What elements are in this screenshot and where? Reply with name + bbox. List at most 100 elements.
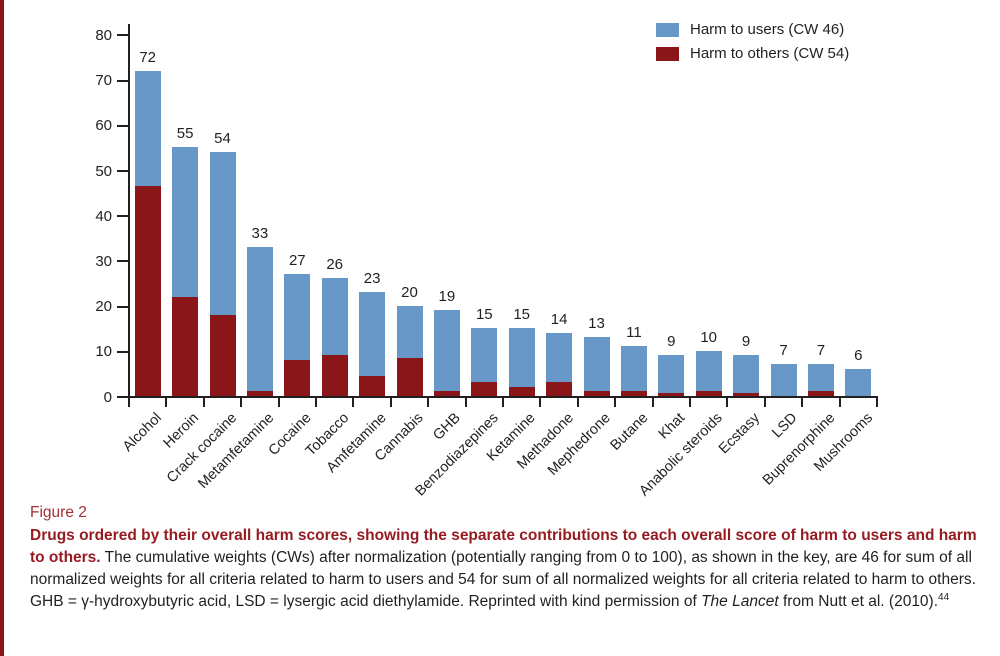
y-axis-tick: [117, 350, 128, 353]
y-axis-tick: [117, 215, 128, 218]
x-axis-tick: [277, 398, 280, 407]
x-axis-tick: [726, 398, 729, 407]
y-axis-tick: [117, 396, 128, 398]
y-axis-tick-label: 40: [95, 207, 112, 225]
bar-users-segment: [134, 70, 161, 186]
legend-swatch-users: [656, 23, 679, 37]
legend-item-harm-to-others: Harm to others (CW 54): [656, 46, 849, 62]
legend-label-users: Harm to users (CW 46): [690, 21, 845, 38]
bar-others-segment: [546, 382, 573, 396]
x-axis-tick: [502, 398, 504, 407]
bar-value-label: 54: [214, 129, 231, 147]
bar-others-segment: [471, 382, 498, 396]
figure-caption-text: Drugs ordered by their overall harm scor…: [30, 525, 978, 613]
bar-others-segment: [172, 296, 199, 396]
x-axis-tick: [763, 398, 766, 407]
bar-users-segment: [770, 364, 797, 396]
bar-value-label: 9: [667, 333, 676, 351]
x-axis-tick: [389, 398, 392, 407]
x-axis-tick: [165, 398, 168, 407]
bar-value-label: 15: [513, 306, 531, 324]
x-axis-tick: [539, 398, 542, 407]
bar-users-segment: [321, 278, 348, 356]
bar-others-segment: [396, 357, 423, 396]
bar-users-segment: [396, 305, 423, 358]
bar-users-segment: [246, 246, 273, 392]
bar-value-label: 9: [741, 333, 751, 351]
bar-others-segment: [246, 391, 273, 396]
bar-others-segment: [209, 314, 236, 396]
x-axis-tick: [838, 398, 841, 407]
x-axis-tick: [352, 398, 355, 407]
bar-others-segment: [508, 386, 535, 396]
bar-value-label: 23: [363, 270, 381, 288]
y-axis-tick: [117, 305, 128, 308]
caption-bold-title: Drugs ordered by their overall harm scor…: [30, 527, 977, 566]
y-axis-tick: [117, 124, 128, 127]
x-axis-category-label: GHB: [430, 410, 465, 444]
x-axis-category-label: Butane: [607, 410, 652, 454]
bar-others-segment: [433, 391, 460, 396]
bar-others-segment: [807, 390, 834, 396]
bar-users-segment: [209, 151, 236, 315]
y-axis-tick-label: 0: [103, 388, 112, 406]
bar-value-label: 20: [401, 283, 418, 301]
bar-others-segment: [284, 359, 311, 396]
bar-value-label: 11: [626, 324, 642, 342]
bar-value-label: 27: [288, 251, 306, 269]
x-axis-tick: [464, 398, 467, 407]
bar-value-label: 7: [779, 342, 788, 360]
legend-label-others: Harm to others (CW 54): [690, 45, 850, 62]
x-axis-tick: [576, 398, 579, 407]
bar-value-label: 19: [438, 288, 456, 306]
harm-scores-stacked-bar-chart: Harm to users (CW 46) Harm to others (CW…: [95, 22, 878, 499]
bar-users-segment: [583, 337, 610, 392]
bar-others-segment: [695, 390, 722, 396]
y-axis-tick-label: 70: [95, 72, 112, 90]
x-axis-category-label: LSD: [769, 410, 801, 442]
bar-value-label: 13: [588, 315, 605, 333]
chart-legend: Harm to users (CW 46) Harm to others (CW…: [656, 22, 849, 70]
y-axis-tick-label: 20: [95, 298, 112, 316]
bar-users-segment: [658, 355, 685, 394]
bar-others-segment: [658, 393, 685, 396]
y-axis-tick-label: 10: [95, 343, 112, 361]
caption-body-a: The cumulative weights (CWs) after norma…: [30, 549, 976, 610]
y-axis-tick: [117, 170, 128, 172]
bar-value-label: 6: [854, 346, 863, 364]
bar-users-segment: [845, 368, 872, 396]
x-axis-category-label: Alcohol: [120, 410, 166, 455]
bar-value-label: 26: [326, 256, 344, 274]
bar-others-segment: [134, 185, 161, 396]
bar-users-segment: [508, 328, 535, 387]
x-axis-tick: [876, 398, 878, 407]
x-axis-tick: [801, 398, 804, 407]
y-axis-tick: [117, 79, 128, 82]
bar-others-segment: [733, 393, 760, 396]
bar-others-segment: [583, 391, 610, 396]
figure-caption: Figure 2 Drugs ordered by their overall …: [30, 502, 978, 613]
x-axis-line: [128, 396, 878, 398]
bar-users-segment: [546, 332, 573, 383]
bar-users-segment: [733, 355, 760, 394]
legend-item-harm-to-users: Harm to users (CW 46): [656, 22, 849, 38]
caption-reference-superscript: 44: [938, 591, 950, 603]
figure-number-label: Figure 2: [30, 504, 87, 521]
x-axis-category-label: Khat: [656, 410, 689, 443]
bar-value-label: 10: [700, 328, 718, 346]
x-axis-tick: [128, 398, 130, 407]
x-axis-tick: [202, 398, 205, 407]
bar-users-segment: [620, 346, 647, 392]
legend-swatch-others: [656, 47, 679, 61]
y-axis-tick: [117, 260, 128, 263]
x-axis-tick: [427, 398, 430, 407]
y-axis-line: [128, 24, 130, 398]
bar-value-label: 33: [251, 224, 269, 242]
bar-users-segment: [807, 364, 834, 391]
bar-users-segment: [471, 328, 498, 383]
y-axis-tick-label: 50: [95, 162, 112, 180]
x-axis-category-label: Ecstasy: [716, 410, 764, 458]
bar-others-segment: [620, 391, 647, 396]
x-axis-tick: [689, 398, 691, 407]
bar-value-label: 55: [176, 125, 194, 143]
